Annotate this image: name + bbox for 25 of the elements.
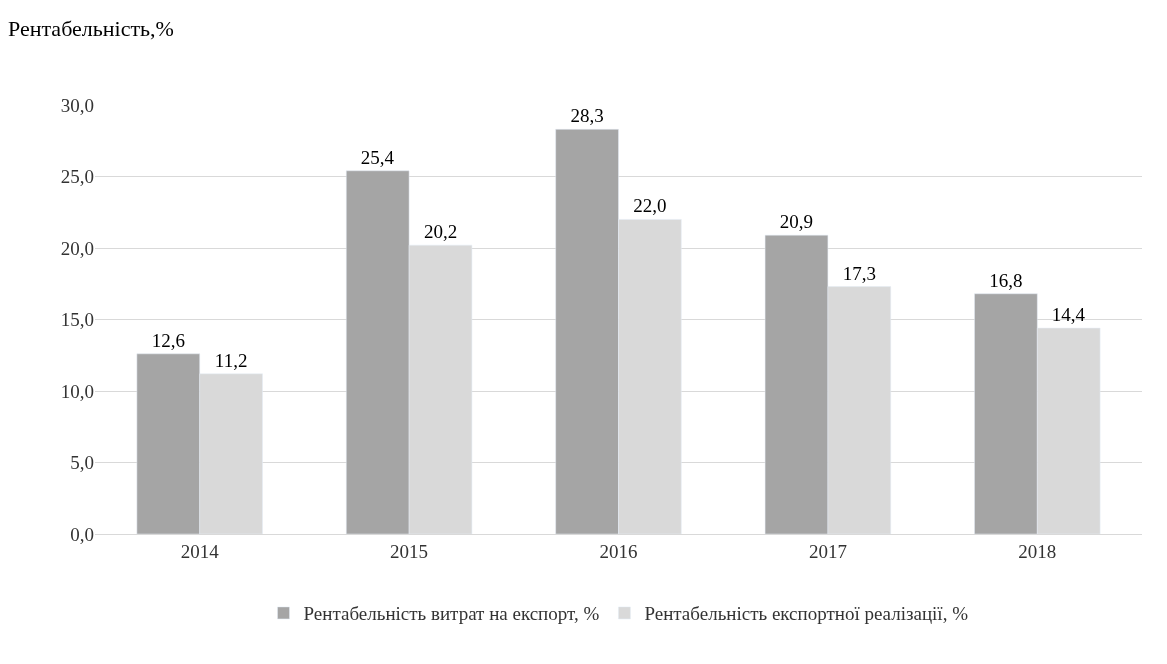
y-tick-label: 20,0 <box>60 237 94 259</box>
x-tick-label: 2016 <box>599 540 638 562</box>
data-label: 11,2 <box>214 349 248 371</box>
y-tick-label: 10,0 <box>60 380 94 402</box>
x-tick-label: 2018 <box>1018 540 1057 562</box>
data-label: 20,2 <box>423 221 458 243</box>
data-label: 28,3 <box>570 105 604 127</box>
x-tick-label: 2014 <box>180 540 220 562</box>
x-tick-label: 2017 <box>808 540 847 562</box>
y-tick-label: 15,0 <box>60 309 94 331</box>
data-label: 12,6 <box>151 329 185 351</box>
data-label: 16,8 <box>989 269 1023 291</box>
data-label: 14,4 <box>1051 304 1086 326</box>
data-label: 22,0 <box>633 195 667 217</box>
y-tick-label: 5,0 <box>70 452 94 474</box>
y-axis-title: Рентабельність,% <box>8 16 174 41</box>
x-tick-label: 2015 <box>390 540 429 562</box>
y-tick-label: 25,0 <box>60 166 94 188</box>
y-tick-label: 0,0 <box>70 523 94 545</box>
y-tick-label: 30,0 <box>60 94 94 116</box>
data-label: 17,3 <box>842 262 876 284</box>
data-label: 25,4 <box>360 146 395 168</box>
data-label: 20,9 <box>779 211 814 233</box>
legend-label: Рентабельність експортної реалізації, % <box>644 603 969 625</box>
legend-label: Рентабельність витрат на експорт, % <box>303 603 600 625</box>
